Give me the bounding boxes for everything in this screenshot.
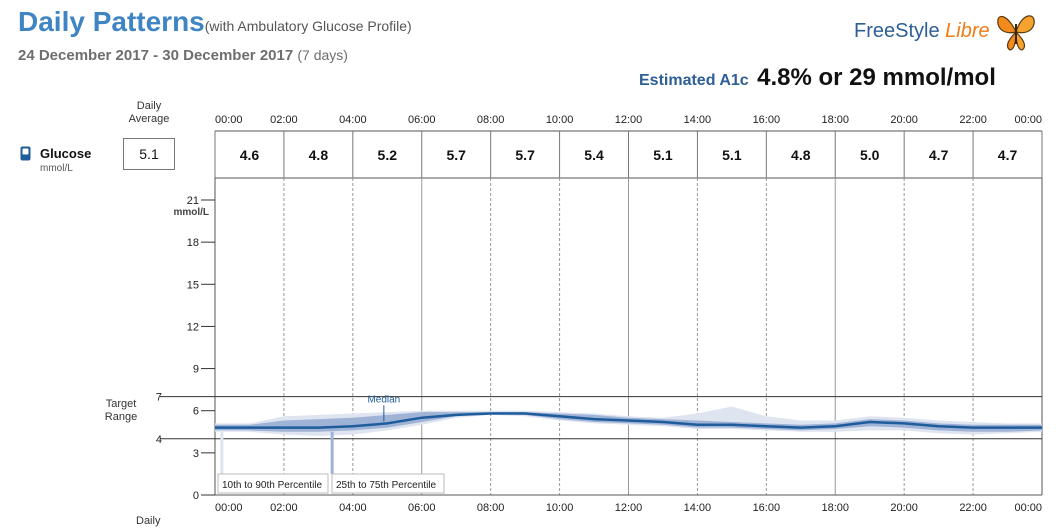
- x-tick-label-bottom: 18:00: [821, 502, 849, 514]
- two-hour-average-value: 5.0: [860, 147, 880, 163]
- two-hour-average-value: 4.8: [309, 147, 329, 163]
- daily-bottom-label: Daily: [136, 515, 161, 527]
- chart-labels: Median 10th to 90th Percentile 25th to 75t…: [156, 114, 1042, 514]
- x-tick-label-bottom: 16:00: [753, 502, 781, 514]
- y-tick-label: 18: [187, 237, 199, 249]
- two-hour-average-value: 5.1: [722, 147, 742, 163]
- two-hour-average-value: 4.7: [998, 147, 1018, 163]
- glucose-unit: mmol/L: [40, 163, 73, 174]
- y-tick-label: 3: [193, 448, 199, 460]
- x-tick-label-top: 16:00: [753, 114, 781, 126]
- x-tick-label-bottom: 14:00: [684, 502, 712, 514]
- x-tick-label-top: 12:00: [615, 114, 643, 126]
- legend-25-75-label: 25th to 75th Percentile: [336, 480, 437, 491]
- daily-average-value: 5.1: [123, 138, 175, 170]
- x-tick-label-bottom: 00:00: [215, 502, 243, 514]
- x-tick-label-top: 04:00: [339, 114, 367, 126]
- legend-10-90-label: 10th to 90th Percentile: [222, 480, 323, 491]
- two-hour-average-value: 4.7: [929, 147, 949, 163]
- target-range-tick-label: 4: [156, 434, 162, 446]
- two-hour-average-value: 4.8: [791, 147, 811, 163]
- two-hour-average-value: 4.6: [240, 147, 260, 163]
- x-tick-label-top: 20:00: [890, 114, 918, 126]
- x-tick-label-top: 02:00: [270, 114, 298, 126]
- legend-10-90-box: [217, 473, 329, 494]
- y-tick-label: 9: [193, 364, 199, 376]
- daily-average-label: Daily Average: [128, 100, 170, 125]
- brand-name-part1: FreeStyle: [854, 20, 940, 42]
- x-tick-label-bottom: 10:00: [546, 502, 574, 514]
- x-tick-label-bottom: 00:00: [1014, 502, 1042, 514]
- y-tick-label: 6: [193, 406, 199, 418]
- glucose-sensor-icon: [20, 146, 31, 161]
- days-count: (7 days): [297, 47, 348, 63]
- y-tick-label: 12: [187, 321, 199, 333]
- x-tick-label-bottom: 12:00: [615, 502, 643, 514]
- y-tick-label: 0: [193, 490, 199, 502]
- chart-grid: [160, 130, 1043, 496]
- two-hour-average-value: 5.7: [515, 147, 535, 163]
- brand-logo: FreeStyle Libre: [854, 20, 990, 43]
- estimated-a1c: Estimated A1c 4.8% or 29 mmol/mol: [639, 64, 996, 92]
- target-range-label: Target Range: [104, 398, 138, 423]
- two-hour-average-value: 5.1: [653, 147, 673, 163]
- x-tick-label-bottom: 04:00: [339, 502, 367, 514]
- date-range-text: 24 December 2017 - 30 December 2017: [18, 47, 294, 64]
- chart-lines: [215, 405, 1042, 474]
- x-tick-label-top: 00:00: [1014, 114, 1042, 126]
- x-tick-label-bottom: 20:00: [890, 502, 918, 514]
- page-title: Daily Patterns(with Ambulatory Glucose P…: [18, 6, 412, 38]
- glucose-label: Glucose: [40, 146, 92, 161]
- x-tick-label-top: 08:00: [477, 114, 505, 126]
- x-tick-label-bottom: 22:00: [959, 502, 987, 514]
- y-tick-label: 15: [187, 279, 199, 291]
- a1c-value: 4.8% or 29 mmol/mol: [757, 64, 996, 91]
- y-tick-label: 21: [187, 195, 199, 207]
- x-tick-label-top: 10:00: [546, 114, 574, 126]
- two-hour-average-value: 5.4: [584, 147, 604, 163]
- x-tick-label-bottom: 02:00: [270, 502, 298, 514]
- x-tick-label-bottom: 08:00: [477, 502, 505, 514]
- x-tick-label-top: 22:00: [959, 114, 987, 126]
- date-range: 24 December 2017 - 30 December 2017 (7 d…: [18, 47, 348, 64]
- title-main: Daily Patterns: [18, 6, 205, 37]
- butterfly-logo-icon: [997, 15, 1035, 51]
- x-tick-label-bottom: 06:00: [408, 502, 436, 514]
- brand-name-part2: Libre: [945, 20, 990, 42]
- x-tick-label-top: 14:00: [684, 114, 712, 126]
- x-tick-label-top: 06:00: [408, 114, 436, 126]
- target-range-tick-label: 7: [156, 392, 162, 404]
- two-hour-average-value: 5.7: [446, 147, 466, 163]
- title-subtitle: (with Ambulatory Glucose Profile): [204, 18, 412, 34]
- x-tick-label-top: 00:00: [215, 114, 243, 126]
- two-hour-average-value: 5.2: [378, 147, 398, 163]
- y-axis-unit-label: mmol/L: [173, 207, 209, 218]
- legend-25-75-box: [331, 473, 445, 494]
- median-line: [215, 412, 1042, 429]
- x-tick-label-top: 18:00: [821, 114, 849, 126]
- median-label: Median: [367, 394, 400, 405]
- a1c-label: Estimated A1c: [639, 72, 749, 89]
